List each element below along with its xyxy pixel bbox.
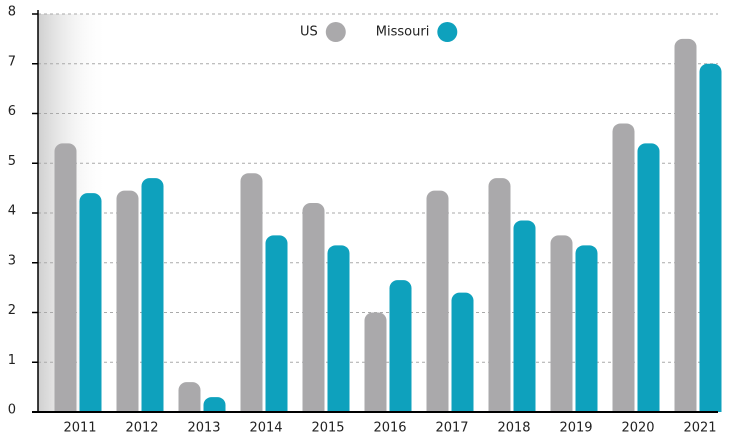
- bar: [674, 38, 697, 412]
- legend: US Missouri: [300, 22, 458, 42]
- x-tick-label: 2019: [559, 421, 592, 435]
- y-tick-label: 2: [8, 303, 16, 318]
- bar: [265, 235, 288, 412]
- bar: [451, 292, 474, 412]
- x-tick-label: 2016: [373, 421, 406, 435]
- x-tick-label: 2021: [683, 421, 716, 435]
- y-tick-label: 8: [8, 5, 16, 20]
- x-tick-label: 2012: [125, 421, 158, 435]
- x-tick-label: 2018: [497, 421, 530, 435]
- bar: [575, 245, 598, 412]
- y-tick-label: 3: [8, 253, 16, 268]
- bar: [488, 178, 511, 412]
- bar: [54, 143, 77, 412]
- x-tick-label: 2020: [621, 421, 654, 435]
- bars: [54, 38, 722, 412]
- bar: [612, 123, 635, 412]
- y-tick-label: 7: [8, 54, 16, 69]
- y-tick-label: 1: [8, 353, 16, 368]
- bar: [364, 312, 387, 412]
- legend-swatch: [437, 22, 458, 42]
- bar: [550, 235, 573, 412]
- bar: [178, 382, 201, 412]
- x-tick-label: 2014: [249, 421, 282, 435]
- y-tick-label: 5: [8, 154, 16, 169]
- bar: [426, 190, 449, 412]
- bar: [203, 397, 226, 412]
- x-tick-label: 2017: [435, 421, 468, 435]
- bar: [513, 220, 536, 412]
- bar: [240, 173, 263, 412]
- bar: [699, 63, 722, 412]
- bar: [389, 280, 412, 412]
- x-tick-label: 2011: [63, 421, 96, 435]
- bar: [302, 203, 325, 412]
- legend-label: US: [300, 25, 318, 40]
- bar: [637, 143, 660, 412]
- legend-label: Missouri: [376, 25, 430, 40]
- x-tick-label: 2015: [311, 421, 344, 435]
- x-tick-label: 2013: [187, 421, 220, 435]
- y-tick-label: 6: [8, 104, 16, 119]
- y-tick-label: 0: [8, 403, 16, 418]
- bar: [141, 178, 164, 412]
- y-tick-label: 4: [8, 204, 16, 219]
- legend-swatch: [325, 22, 346, 42]
- bar: [116, 190, 139, 412]
- bar: [79, 193, 102, 412]
- bar: [327, 245, 350, 412]
